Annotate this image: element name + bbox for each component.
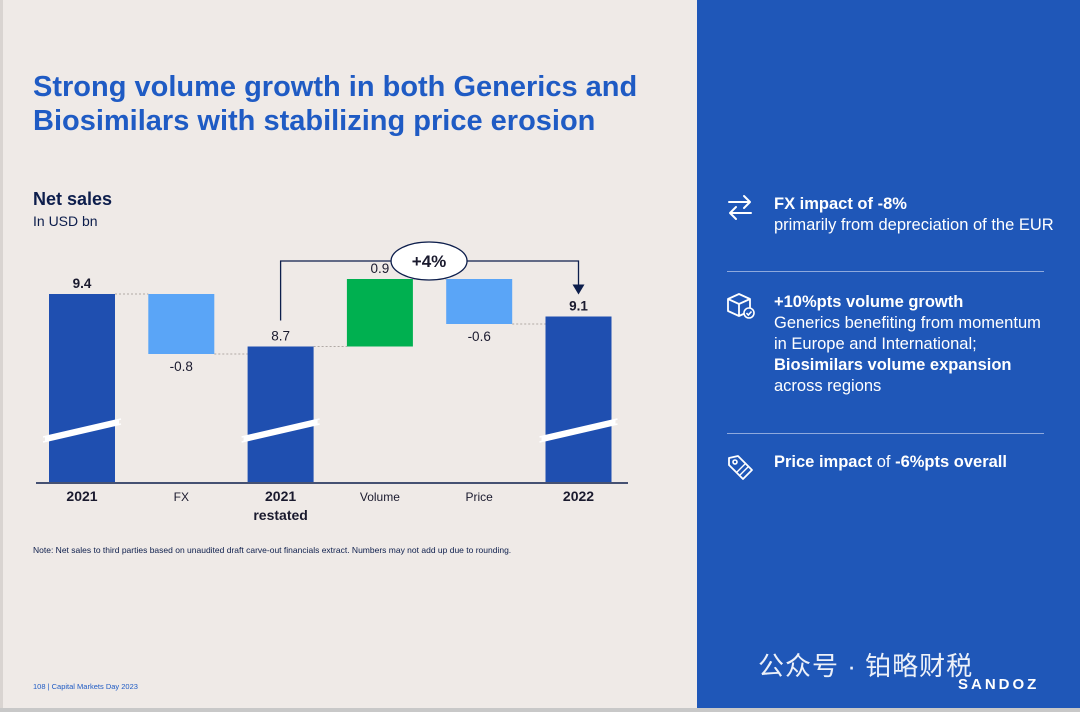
insight-price-text: of xyxy=(876,453,891,471)
category-label: FX xyxy=(174,490,189,504)
insight-fx-text: primarily from depreciation of the EUR xyxy=(774,216,1054,234)
bar-decrease xyxy=(148,294,215,354)
box-check-icon xyxy=(727,293,755,319)
insight-volume-text1: Generics benefiting from momentum in Eur… xyxy=(774,314,1041,353)
data-label: 9.4 xyxy=(73,276,92,291)
axis-break-line xyxy=(42,423,122,443)
brand-logo: SANDOZ xyxy=(958,676,1040,693)
axis-break-line xyxy=(241,423,320,443)
axis-break-mark xyxy=(541,419,616,442)
bar-total xyxy=(545,316,612,482)
data-label: 9.1 xyxy=(569,299,588,314)
insight-volume-headline: +10%pts volume growth xyxy=(774,293,964,311)
bar-total xyxy=(247,346,314,482)
axis-break-line xyxy=(539,423,618,443)
category-label: Volume xyxy=(360,490,400,504)
insight-divider xyxy=(727,433,1044,434)
category-label: restated xyxy=(253,507,307,523)
watermark: 公众号 · 铂略财税 xyxy=(758,651,974,681)
insight-volume-text2: across regions xyxy=(774,377,882,395)
growth-label: +4% xyxy=(412,252,447,271)
chart-subtitle: In USD bn xyxy=(33,213,98,229)
slide-edge xyxy=(0,0,3,708)
data-label: 8.7 xyxy=(271,329,290,344)
data-label: -0.6 xyxy=(468,329,491,344)
slide-title: Strong volume growth in both Generics an… xyxy=(33,71,638,137)
exchange-arrows-icon xyxy=(728,195,752,220)
bar-total xyxy=(49,294,115,482)
insights-panel: FX impact of -8% primarily from deprecia… xyxy=(697,0,1080,708)
bottom-strip xyxy=(0,708,1080,712)
growth-arrowhead xyxy=(572,284,585,295)
insight-price-headline: Price impact xyxy=(774,453,873,471)
chart-title: Net sales xyxy=(33,189,113,209)
axis-break-mark xyxy=(45,419,119,442)
waterfall-chart: 9.4 -0.8 8.7 0.9 -0.6 9.1 2021 FX 2021 restated Vo… xyxy=(36,241,628,523)
page-footer: 108 | Capital Markets Day 2023 xyxy=(33,682,138,691)
category-label: 2021 xyxy=(66,488,97,504)
category-label: Price xyxy=(466,490,494,504)
axis-break-mark xyxy=(243,419,318,442)
price-tag-icon xyxy=(728,455,753,480)
category-label: 2022 xyxy=(563,488,594,504)
bar-decrease xyxy=(446,279,513,324)
insight-divider xyxy=(727,271,1044,272)
axis-break-line xyxy=(241,418,320,438)
insight-price-bold2: -6%pts overall xyxy=(895,453,1007,471)
insight-fx-headline: FX impact of -8% xyxy=(774,195,907,213)
data-label: 0.9 xyxy=(371,261,390,276)
axis-break-line xyxy=(539,418,618,438)
category-label: 2021 xyxy=(265,488,296,504)
growth-badge xyxy=(390,241,468,281)
bar-increase xyxy=(346,279,413,347)
footnote: Note: Net sales to third parties based o… xyxy=(33,545,512,555)
axis-break-line xyxy=(42,418,122,438)
insight-volume-bold2: Biosimilars volume expansion xyxy=(774,356,1012,374)
data-label: -0.8 xyxy=(170,359,193,374)
